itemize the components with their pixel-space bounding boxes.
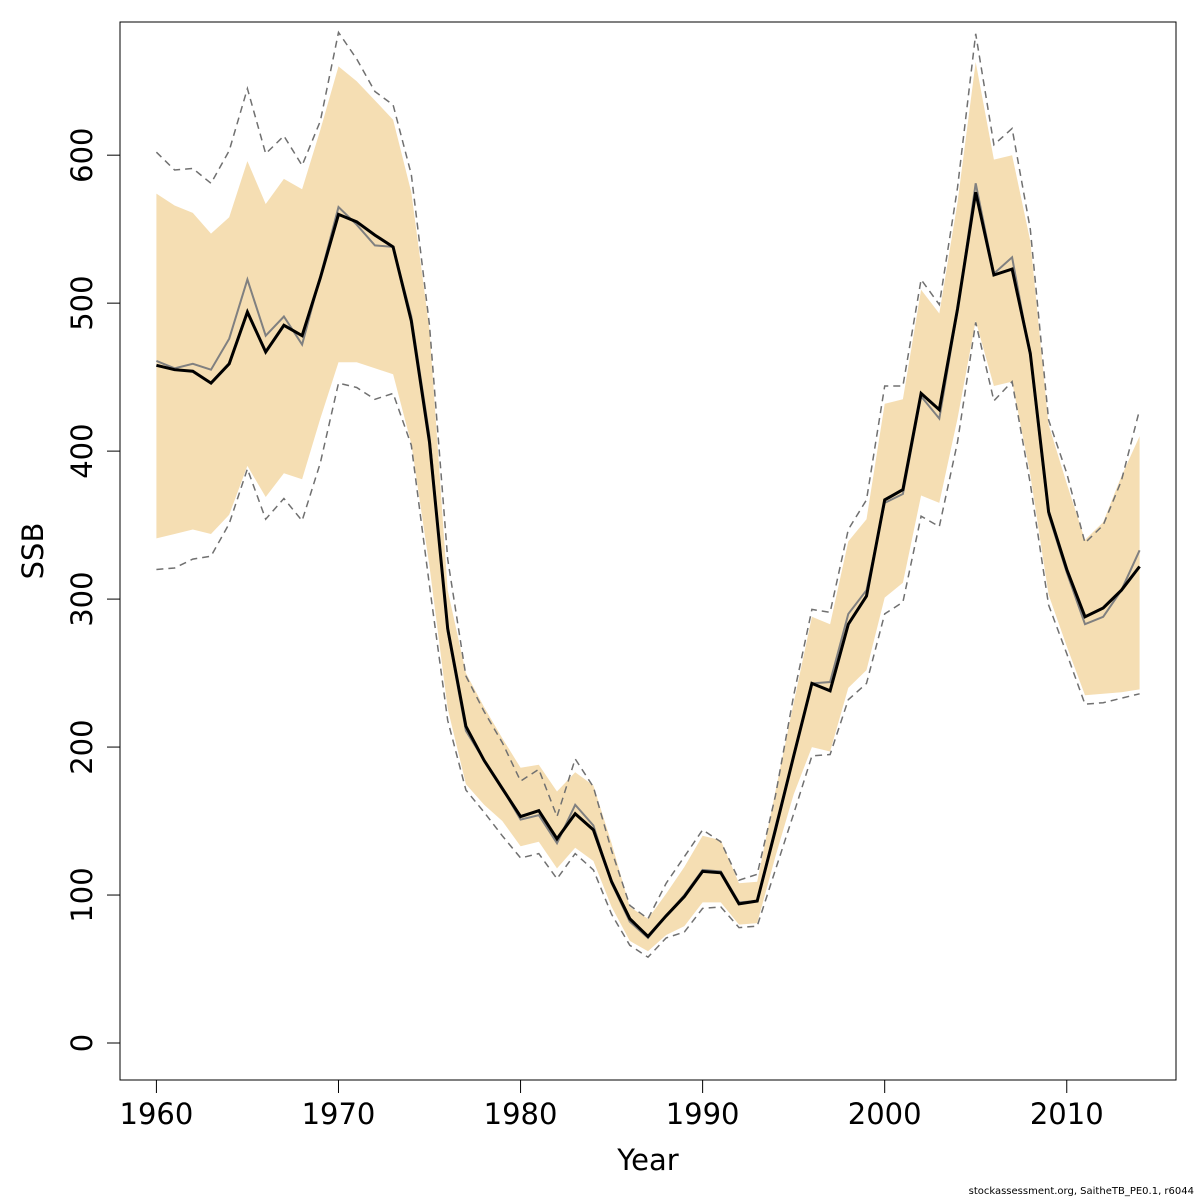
x-tick-label: 2000 — [848, 1097, 922, 1131]
x-tick-label: 2010 — [1030, 1097, 1104, 1131]
y-tick-label: 200 — [65, 719, 99, 774]
ci-upper-line — [155, 30, 1141, 920]
y-tick-label: 100 — [65, 867, 99, 922]
series-line-layer — [155, 30, 1141, 959]
x-tick-label: 1990 — [666, 1097, 740, 1131]
y-tick-label: 300 — [65, 571, 99, 626]
ci-lower-line — [156, 322, 1140, 959]
y-tick-label: 400 — [65, 423, 99, 478]
estimate-line — [156, 191, 1141, 939]
y-axis: 0 100 200 300 400 500 600 — [65, 128, 121, 1052]
y-tick-label: 600 — [65, 128, 99, 183]
x-axis-title: Year — [616, 1143, 678, 1177]
x-tick-label: 1970 — [302, 1097, 376, 1131]
x-tick-label: 1960 — [120, 1097, 194, 1131]
footer-credit: stockassessment.org, SaitheTB_PE0.1, r60… — [968, 1186, 1194, 1197]
y-tick-label: 0 — [65, 1034, 99, 1052]
x-tick-label: 1980 — [484, 1097, 558, 1131]
x-axis: 1960 1970 1980 1990 2000 2010 — [120, 1079, 1104, 1131]
y-axis-title: SSB — [16, 523, 50, 580]
y-tick-label: 500 — [65, 275, 99, 330]
